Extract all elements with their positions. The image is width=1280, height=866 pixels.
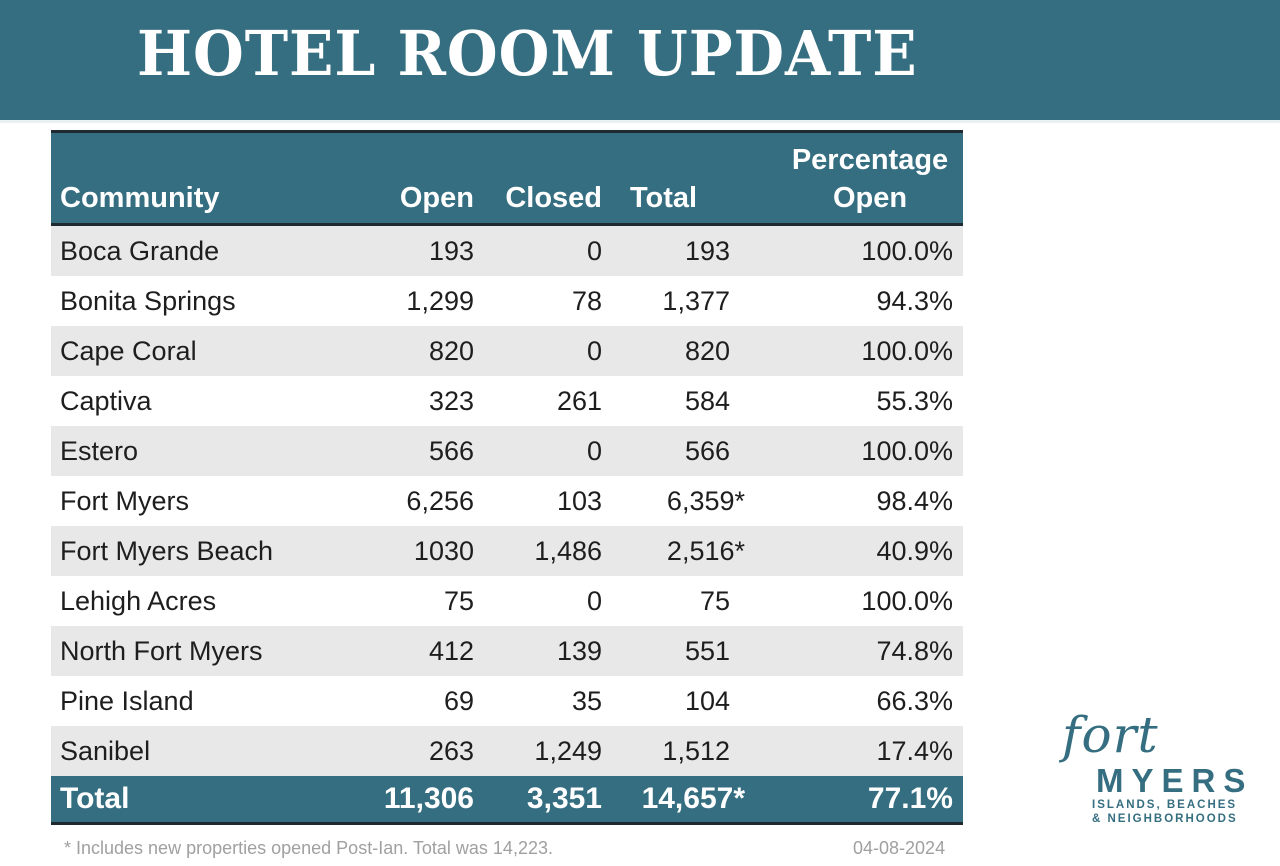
cell-open: 75	[443, 585, 474, 616]
cell-open: 69	[443, 685, 474, 716]
cell-open: 193	[428, 235, 474, 266]
table-header-row: Community Open Closed Total Percentage O…	[51, 131, 963, 225]
cell-community: North Fort Myers	[60, 635, 263, 666]
cell-pct: 74.8%	[876, 635, 953, 666]
header-closed: Closed	[505, 182, 602, 214]
logo-script-fort: fort	[1062, 706, 1159, 764]
table-body: Boca Grande 193 0 193 100.0% Bonita Spri…	[51, 224, 963, 824]
logo-tagline-1: ISLANDS, BEACHES	[1092, 799, 1238, 811]
cell-closed: 0	[586, 235, 602, 266]
title-bar: HOTEL ROOM UPDATE	[0, 0, 1280, 123]
table-row: Lehigh Acres 75 0 75 100.0%	[51, 576, 963, 626]
slide-title: HOTEL ROOM UPDATE	[137, 17, 918, 90]
cell-community: Captiva	[60, 385, 152, 416]
table-row: Captiva 323 261 584 55.3%	[51, 376, 963, 426]
logo-tagline-2: & NEIGHBORHOODS	[1092, 813, 1238, 825]
cell-pct: 100.0%	[861, 335, 953, 366]
cell-closed: 78	[571, 285, 602, 316]
hotel-room-table: Community Open Closed Total Percentage O…	[51, 130, 963, 825]
total-open: 11,306	[383, 782, 474, 815]
cell-pct: 100.0%	[861, 435, 953, 466]
cell-pct: 100.0%	[861, 585, 953, 616]
cell-open: 323	[428, 385, 474, 416]
cell-pct: 66.3%	[876, 685, 953, 716]
cell-closed: 139	[556, 635, 602, 666]
header-open: Open	[399, 182, 474, 214]
total-pct: 77.1%	[867, 782, 953, 815]
table-row: Estero 566 0 566 100.0%	[51, 426, 963, 476]
total-closed: 3,351	[526, 782, 602, 815]
cell-total: 104	[684, 685, 730, 716]
cell-pct: 40.9%	[876, 535, 953, 566]
cell-closed: 261	[556, 385, 602, 416]
total-row: Total 11,306 3,351 14,657* 77.1%	[51, 776, 963, 824]
cell-total: 193	[684, 235, 730, 266]
cell-total: 75	[699, 585, 730, 616]
logo-myers: MYERS	[1096, 762, 1254, 799]
cell-open: 566	[428, 435, 474, 466]
cell-total: 820	[684, 335, 730, 366]
cell-open: 1,299	[406, 285, 474, 316]
cell-pct: 98.4%	[876, 485, 953, 516]
hotel-room-table-container: Community Open Closed Total Percentage O…	[51, 130, 963, 825]
cell-community: Lehigh Acres	[60, 585, 217, 616]
cell-closed: 0	[586, 585, 602, 616]
table-row: Sanibel 263 1,249 1,512 17.4%	[51, 726, 963, 776]
cell-community: Estero	[60, 435, 139, 466]
fort-myers-logo: fort MYERS ISLANDS, BEACHES & NEIGHBORHO…	[1060, 706, 1275, 832]
cell-total: 1,512	[662, 735, 730, 766]
cell-open: 263	[428, 735, 474, 766]
table-row: North Fort Myers 412 139 551 74.8%	[51, 626, 963, 676]
title-divider	[0, 120, 1280, 123]
date-label: 04-08-2024	[853, 838, 946, 858]
cell-community: Boca Grande	[60, 235, 220, 266]
cell-community: Cape Coral	[60, 335, 197, 366]
cell-total: 6,359*	[666, 485, 745, 516]
footnote: * Includes new properties opened Post-Ia…	[64, 838, 553, 858]
cell-community: Fort Myers Beach	[60, 535, 274, 566]
cell-closed: 0	[586, 435, 602, 466]
cell-total: 2,516*	[666, 535, 745, 566]
table-row: Pine Island 69 35 104 66.3%	[51, 676, 963, 726]
header-total: Total	[630, 182, 698, 214]
cell-pct: 100.0%	[861, 235, 953, 266]
cell-open: 412	[428, 635, 474, 666]
cell-community: Bonita Springs	[60, 285, 236, 316]
header-community: Community	[60, 182, 220, 214]
cell-open: 1030	[413, 535, 474, 566]
cell-pct: 55.3%	[876, 385, 953, 416]
cell-closed: 103	[556, 485, 602, 516]
cell-total: 566	[684, 435, 730, 466]
cell-open: 820	[428, 335, 474, 366]
cell-total: 551	[684, 635, 730, 666]
cell-closed: 35	[571, 685, 602, 716]
table-row: Fort Myers 6,256 103 6,359* 98.4%	[51, 476, 963, 526]
cell-pct: 17.4%	[876, 735, 953, 766]
header-pct-line1: Percentage	[791, 144, 949, 176]
cell-pct: 94.3%	[876, 285, 953, 316]
table-row: Cape Coral 820 0 820 100.0%	[51, 326, 963, 376]
cell-closed: 0	[586, 335, 602, 366]
cell-community: Pine Island	[60, 685, 194, 716]
cell-total: 1,377	[662, 285, 730, 316]
table-row: Bonita Springs 1,299 78 1,377 94.3%	[51, 276, 963, 326]
table-row: Fort Myers Beach 1030 1,486 2,516* 40.9%	[51, 526, 963, 576]
table-row: Boca Grande 193 0 193 100.0%	[51, 224, 963, 276]
cell-community: Sanibel	[60, 735, 151, 766]
cell-open: 6,256	[406, 485, 474, 516]
header-percentage-open: Percentage Open	[747, 132, 963, 225]
header-pct-line2: Open	[832, 182, 908, 214]
cell-community: Fort Myers	[60, 485, 190, 516]
cell-total: 584	[684, 385, 730, 416]
total-label: Total	[60, 782, 130, 815]
total-total: 14,657*	[641, 782, 745, 815]
cell-closed: 1,249	[534, 735, 602, 766]
cell-closed: 1,486	[534, 535, 602, 566]
